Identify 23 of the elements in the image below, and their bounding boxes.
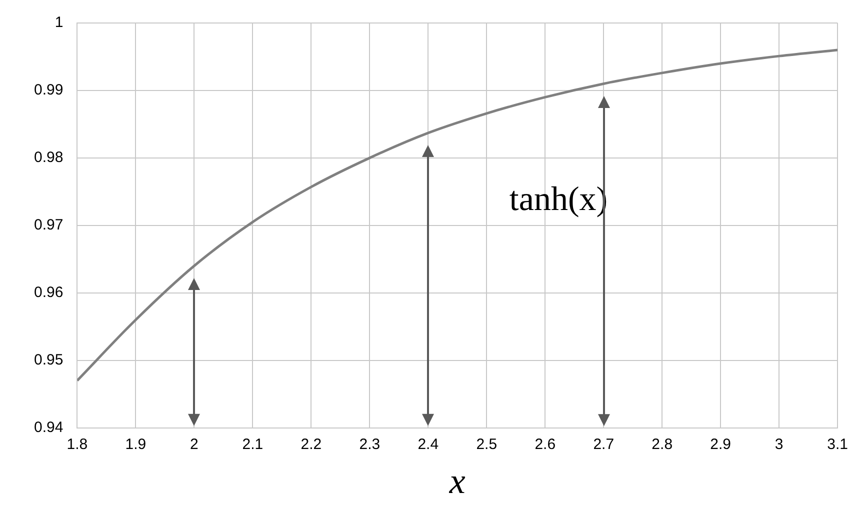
x-tick-label: 2.8 [652,436,673,453]
x-tick-label: 2.4 [418,436,439,453]
x-tick-label: 2.7 [593,436,614,453]
y-tick-label: 0.97 [34,216,64,234]
x-tick-label: 2 [190,436,198,453]
y-tick-label: 0.95 [34,351,64,368]
y-tick-label: 0.99 [34,82,64,99]
x-tick-label: 3.1 [827,436,848,453]
y-tick-label: 0.96 [34,284,64,302]
x-tick-label: 1.8 [66,436,88,453]
x-tick-label: 2.6 [534,436,556,453]
y-tick-label: 0.94 [34,418,64,436]
x-axis-title: x [448,460,466,501]
x-tick-label: 2.9 [710,436,732,453]
x-tick-label: 3 [774,436,784,453]
x-tick-label: 1.9 [125,436,146,453]
x-tick-label: 2.1 [242,436,264,453]
y-tick-label: 0.98 [34,149,64,166]
x-tick-label: 2.3 [359,436,380,453]
x-tick-label: 2.5 [476,436,498,453]
y-tick-label: 1 [54,14,64,32]
line-series [77,48,838,382]
x-tick-label: 2.2 [300,436,322,453]
